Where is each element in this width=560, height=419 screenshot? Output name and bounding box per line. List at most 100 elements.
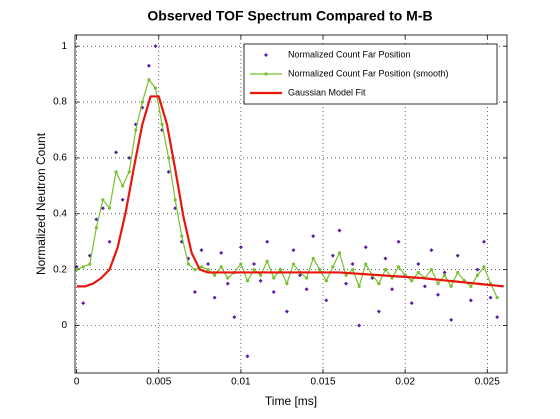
line-marker <box>364 262 368 266</box>
scatter-point <box>258 278 263 283</box>
scatter-point <box>199 248 204 253</box>
scatter-point <box>75 264 79 269</box>
scatter-point <box>298 273 303 278</box>
x-tick-label: 0.01 <box>231 377 251 388</box>
line-marker <box>442 273 447 277</box>
scatter-point <box>330 253 335 258</box>
scatter-point <box>271 289 276 294</box>
line-marker <box>199 265 204 269</box>
y-tick-label: 0.2 <box>53 264 67 275</box>
line-marker <box>88 262 92 266</box>
scatter-point <box>114 150 119 155</box>
line-marker <box>305 276 309 280</box>
scatter-point <box>304 287 309 292</box>
scatter-point <box>100 206 105 211</box>
scatter-point <box>337 228 342 233</box>
line-marker <box>475 273 480 277</box>
line-marker <box>265 259 269 263</box>
line-marker <box>429 268 434 272</box>
y-tick-label: 0.8 <box>53 97 67 108</box>
plot-frame <box>74 34 508 374</box>
scatter-point <box>225 281 230 286</box>
legend-box <box>243 43 498 105</box>
line-marker <box>278 268 282 272</box>
x-tick-label: 0.005 <box>146 377 171 388</box>
scatter-point <box>311 234 316 239</box>
scatter-point <box>265 239 270 244</box>
line-marker <box>75 268 79 272</box>
line-marker <box>160 122 164 126</box>
scatter-point <box>495 315 500 320</box>
x-tick-label: 0.015 <box>311 377 336 388</box>
scatter-point <box>238 245 243 250</box>
line-marker <box>377 282 381 286</box>
line-marker <box>396 265 401 269</box>
scatter-point <box>107 239 112 244</box>
scatter-point <box>350 262 355 267</box>
legend-label: Gaussian Model Fit <box>288 87 366 97</box>
scatter-point <box>442 270 447 275</box>
x-tick-label: 0.025 <box>475 377 500 388</box>
chart-title: Observed TOF Spectrum Compared to M-B <box>147 8 432 24</box>
scatter-point <box>396 239 401 244</box>
scatter-point <box>449 317 454 322</box>
legend-label: Normalized Count Far Position (smooth) <box>288 68 449 78</box>
scatter-point <box>436 292 441 297</box>
line-marker <box>219 265 223 269</box>
line-marker <box>153 86 158 90</box>
scatter-point <box>482 239 487 244</box>
legend-label: Normalized Count Far Position <box>288 49 411 59</box>
line-marker <box>390 276 394 280</box>
line-marker <box>107 206 112 210</box>
scatter-point <box>324 298 329 303</box>
line-marker <box>357 284 361 289</box>
scatter-point <box>212 295 217 300</box>
y-tick-label: 1 <box>61 41 67 52</box>
scatter-point <box>429 248 434 253</box>
line-marker <box>94 226 98 230</box>
line-marker <box>311 256 315 261</box>
y-tick-label: 0 <box>61 320 67 331</box>
legend-swatch <box>264 53 268 57</box>
scatter-point <box>390 287 395 292</box>
line-marker <box>469 284 473 289</box>
line-marker <box>337 251 342 255</box>
scatter-point <box>120 197 125 202</box>
line-marker <box>147 78 151 82</box>
line-marker <box>324 279 328 283</box>
line-marker <box>272 276 276 280</box>
scatter-point <box>146 63 151 68</box>
line-marker <box>180 234 184 238</box>
legend-swatch <box>264 72 268 76</box>
scatter-point <box>455 253 460 258</box>
scatter-point <box>252 262 257 267</box>
x-tick-label: 0.02 <box>395 377 415 388</box>
scatter-point <box>153 44 158 49</box>
scatter-point <box>344 281 349 286</box>
scatter-point <box>127 155 132 160</box>
line-marker <box>167 156 171 160</box>
line-marker <box>285 282 289 286</box>
scatter-point <box>232 315 237 320</box>
line-marker <box>245 279 250 283</box>
scatter-point <box>468 298 473 303</box>
line-marker <box>383 268 388 272</box>
line-marker <box>410 279 414 283</box>
y-tick-label: 0.4 <box>53 208 67 219</box>
line-marker <box>121 184 125 188</box>
line-marker <box>213 273 217 277</box>
scatter-point <box>291 248 296 253</box>
scatter-point <box>206 262 211 267</box>
line-marker <box>140 100 144 104</box>
line-marker <box>186 262 190 266</box>
line-marker <box>239 262 243 266</box>
scatter-point <box>245 354 250 359</box>
scatter-point <box>94 217 99 222</box>
line-marker <box>350 268 355 272</box>
line-marker <box>482 265 486 269</box>
line-marker <box>291 262 296 266</box>
scatter-point <box>409 301 414 306</box>
line-marker <box>259 273 263 277</box>
plot-area <box>75 44 504 359</box>
line-marker <box>193 268 197 272</box>
